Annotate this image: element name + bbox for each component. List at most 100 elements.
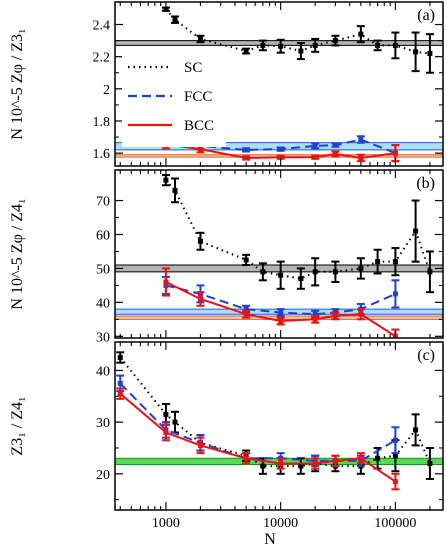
data-point-fcc xyxy=(332,142,338,148)
data-point-bcc xyxy=(332,313,338,319)
data-point-sc xyxy=(298,463,304,469)
data-point-sc xyxy=(413,228,419,234)
data-point-fcc xyxy=(278,310,284,316)
data-point-bcc xyxy=(312,316,318,322)
data-point-fcc xyxy=(243,306,249,312)
data-point-sc xyxy=(392,42,398,48)
data-point-sc xyxy=(375,455,381,461)
plot-area xyxy=(115,6,443,163)
data-point-sc xyxy=(312,269,318,275)
y-tick-label: 30 xyxy=(96,330,110,345)
data-point-sc xyxy=(260,42,266,48)
data-point-sc xyxy=(413,427,419,433)
series-line-bcc xyxy=(165,143,396,160)
data-point-bcc xyxy=(163,429,169,435)
data-point-fcc xyxy=(392,291,398,297)
data-point-sc xyxy=(392,259,398,265)
panels: 1.6 1.8 2 2.2 2.4 (a) N 10^-5 Zφ / Z3₁ 30 40 50 60… xyxy=(9,1,444,531)
series-line-sc xyxy=(165,8,431,55)
data-point-bcc xyxy=(312,460,318,466)
data-point-fcc xyxy=(117,380,123,386)
data-point-sc xyxy=(427,460,433,466)
y-tick-label: 70 xyxy=(96,195,110,210)
panel-tag: (b) xyxy=(416,175,435,192)
plot-area xyxy=(115,351,443,491)
panel-frame xyxy=(114,341,444,511)
data-point-bcc xyxy=(358,155,364,161)
y-tick-label: 50 xyxy=(96,262,110,277)
x-axis-title: N xyxy=(264,531,276,548)
data-point-sc xyxy=(312,42,318,48)
data-point-sc xyxy=(298,48,304,54)
y-axis-title: Z3₁ / Z4₁ xyxy=(9,396,26,455)
data-point-bcc xyxy=(358,455,364,461)
data-point-sc xyxy=(117,355,123,361)
data-point-fcc xyxy=(243,147,249,153)
data-point-sc xyxy=(163,177,169,183)
data-point-bcc xyxy=(197,296,203,302)
reference-band xyxy=(115,265,443,272)
data-point-sc xyxy=(172,419,178,425)
panel-c: 20 30 40 1000 10000 100000 (c) Z3₁ / Z4₁ xyxy=(9,341,444,531)
series-line-sc xyxy=(165,179,431,280)
panel-tag: (c) xyxy=(417,347,435,364)
data-point-sc xyxy=(278,272,284,278)
data-point-bcc xyxy=(243,455,249,461)
data-point-sc xyxy=(260,269,266,275)
y-tick-label: 60 xyxy=(96,228,110,243)
data-point-sc xyxy=(172,17,178,23)
data-point-fcc xyxy=(358,136,364,142)
data-point-bcc xyxy=(278,460,284,466)
x-tick-label: 1000 xyxy=(152,516,180,531)
data-point-bcc xyxy=(332,151,338,157)
data-point-bcc xyxy=(243,155,249,161)
data-point-sc xyxy=(243,48,249,54)
data-point-bcc xyxy=(392,150,398,156)
y-axis-title: N 10^-5 Zφ / Z3₁ xyxy=(9,28,26,139)
data-point-sc xyxy=(163,411,169,417)
reference-band xyxy=(115,40,443,46)
data-point-sc xyxy=(332,38,338,44)
data-point-sc xyxy=(427,50,433,56)
data-point-bcc xyxy=(117,391,123,397)
y-tick-label: 40 xyxy=(96,364,110,379)
y-tick-label: 40 xyxy=(96,296,110,311)
y-tick-label: 1.6 xyxy=(93,147,111,162)
series-line-sc xyxy=(119,356,431,468)
data-point-bcc xyxy=(197,146,203,152)
series-line-bcc xyxy=(165,281,396,338)
y-tick-label: 20 xyxy=(96,468,110,483)
panel-a: 1.6 1.8 2 2.2 2.4 (a) N 10^-5 Zφ / Z3₁ xyxy=(9,1,444,167)
data-point-sc xyxy=(427,269,433,275)
data-point-bcc xyxy=(163,279,169,285)
data-point-fcc xyxy=(278,146,284,152)
data-point-bcc xyxy=(392,479,398,485)
panel-b: 30 40 50 60 70 (b) N 10^-5 Zφ / Z4₁ xyxy=(9,169,444,345)
data-point-sc xyxy=(332,269,338,275)
data-point-bcc xyxy=(197,442,203,448)
data-point-bcc xyxy=(243,311,249,317)
y-axis-title: N 10^-5 Zφ / Z4₁ xyxy=(9,198,26,309)
plot-area xyxy=(115,174,443,338)
data-point-sc xyxy=(358,265,364,271)
data-point-bcc xyxy=(278,154,284,160)
legend-label-fcc: FCC xyxy=(184,89,212,105)
data-point-sc xyxy=(278,43,284,49)
x-tick-label: 100000 xyxy=(374,516,416,531)
series-line-fcc xyxy=(119,382,396,462)
data-point-sc xyxy=(260,463,266,469)
x-tick-label: 10000 xyxy=(263,516,298,531)
data-point-sc xyxy=(197,238,203,244)
data-point-bcc xyxy=(278,318,284,324)
panel-frame xyxy=(114,1,444,167)
series-line-fcc xyxy=(165,284,396,316)
y-tick-label: 1.8 xyxy=(93,115,111,130)
data-point-sc xyxy=(375,259,381,265)
data-point-bcc xyxy=(332,458,338,464)
data-point-bcc xyxy=(312,154,318,160)
data-point-bcc xyxy=(358,311,364,317)
reference-band xyxy=(115,142,443,150)
panel-frame xyxy=(114,169,444,339)
y-tick-label: 2.2 xyxy=(93,51,111,66)
